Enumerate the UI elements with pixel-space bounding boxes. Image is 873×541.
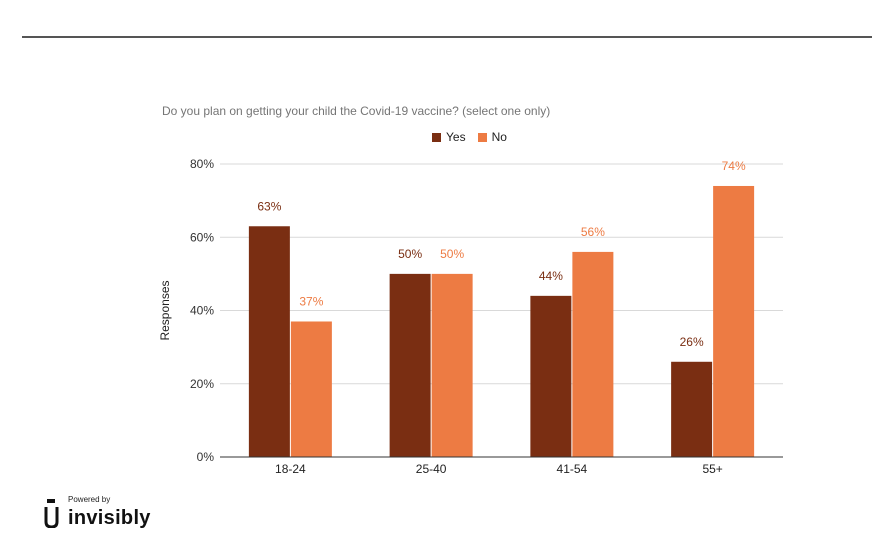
brand-name: invisibly [68, 507, 151, 529]
y-tick-label: 80% [190, 157, 214, 171]
top-divider [22, 36, 872, 38]
legend-item-no: No [477, 130, 507, 144]
bar-yes-55+ [671, 361, 713, 457]
legend-label-yes: Yes [446, 130, 466, 144]
x-tick-label: 41-54 [557, 462, 588, 476]
legend-label-no: No [491, 130, 507, 144]
data-label: 26% [680, 335, 704, 349]
data-label: 44% [539, 269, 563, 283]
chart-title: Do you plan on getting your child the Co… [162, 104, 551, 118]
bar-no-18-24 [290, 321, 332, 457]
data-label: 37% [299, 294, 323, 308]
y-tick-label: 40% [190, 304, 214, 318]
bar-no-41-54 [572, 251, 614, 457]
bar-no-55+ [713, 185, 755, 457]
x-tick-label: 55+ [702, 462, 722, 476]
invisibly-logo-icon [44, 499, 59, 528]
y-tick-label: 20% [190, 377, 214, 391]
legend-swatch-yes [432, 132, 441, 142]
legend-swatch-no [477, 132, 487, 142]
data-label: 63% [257, 199, 281, 213]
y-tick-label: 0% [197, 450, 215, 464]
x-tick-label: 25-40 [416, 462, 447, 476]
bar-yes-25-40 [389, 273, 431, 457]
bar-no-25-40 [431, 273, 473, 457]
powered-by-label: Powered by [68, 495, 111, 504]
data-label: 50% [398, 247, 422, 261]
chart-legend: Yes No [432, 130, 519, 144]
x-tick-label: 18-24 [275, 462, 306, 476]
data-label: 50% [440, 247, 464, 261]
bar-yes-18-24 [248, 226, 290, 457]
data-label: 74% [722, 159, 746, 173]
y-axis-label: Responses [158, 280, 172, 340]
legend-item-yes: Yes [432, 130, 466, 144]
brand-footer: Powered by invisibly [44, 496, 151, 528]
bar-yes-41-54 [530, 295, 572, 457]
data-label: 56% [581, 225, 605, 239]
y-tick-label: 60% [190, 230, 214, 244]
